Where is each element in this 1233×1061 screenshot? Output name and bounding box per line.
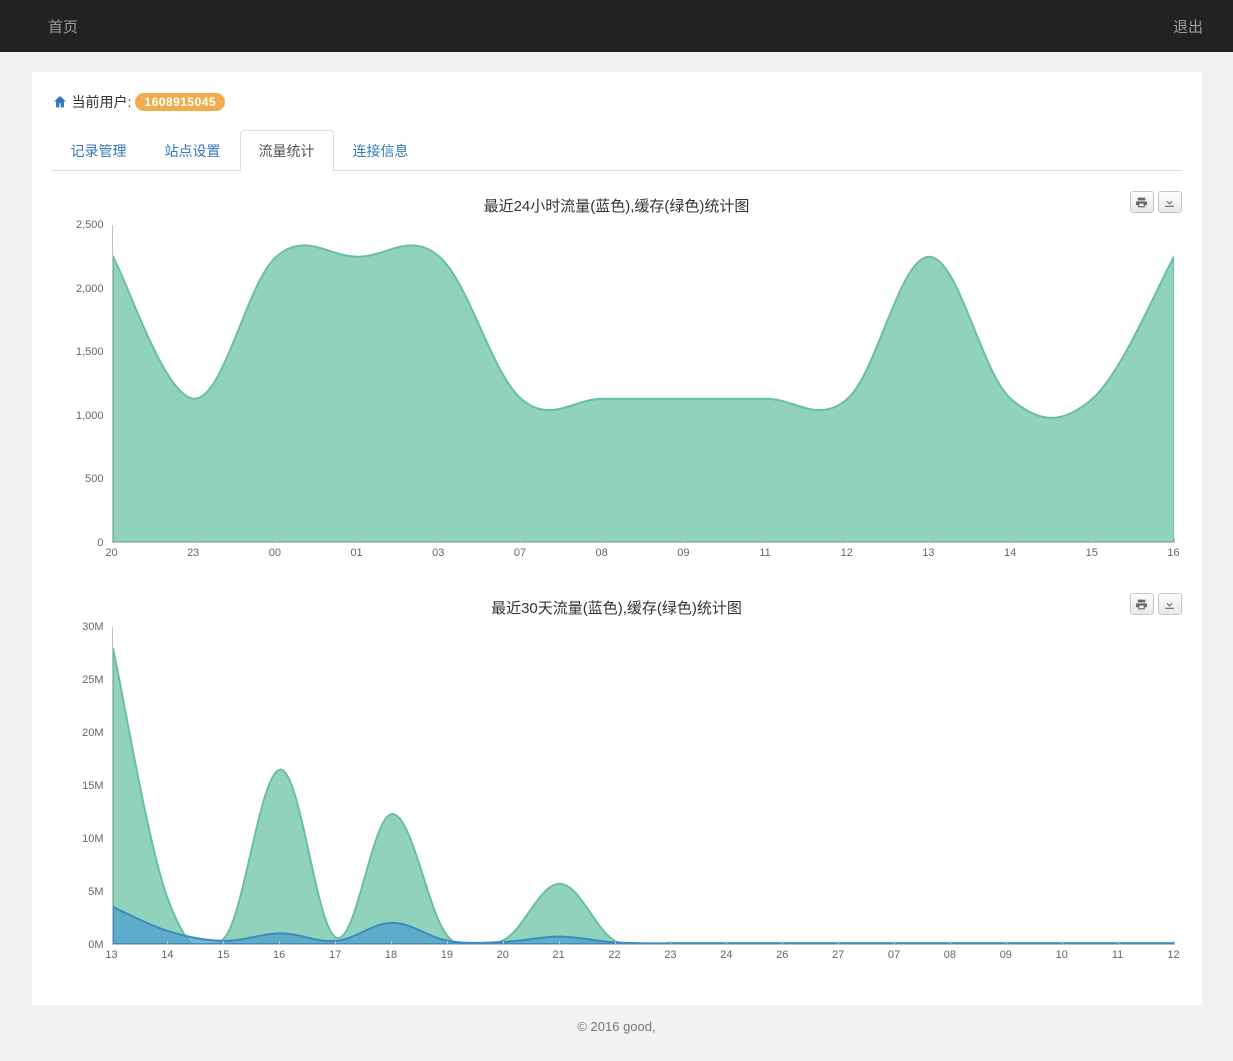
topbar: 首页 退出 <box>0 0 1233 52</box>
x-tick: 27 <box>832 949 844 961</box>
x-tick: 00 <box>269 547 281 559</box>
download-button[interactable] <box>1158 593 1182 615</box>
chart-30d: 最近30天流量(蓝色),缓存(绿色)统计图 0M 5M 10M 15M 20M 25M 30… <box>52 593 1182 967</box>
print-button[interactable] <box>1130 191 1154 213</box>
tab-conn[interactable]: 连接信息 <box>334 130 428 171</box>
tab-site[interactable]: 站点设置 <box>146 130 240 171</box>
download-button[interactable] <box>1158 191 1182 213</box>
x-tick: 20 <box>497 949 509 961</box>
tab-records[interactable]: 记录管理 <box>52 130 146 171</box>
x-tick: 08 <box>596 547 608 559</box>
x-tick: 16 <box>273 949 285 961</box>
x-tick: 07 <box>514 547 526 559</box>
x-tick: 07 <box>888 949 900 961</box>
x-tick: 03 <box>432 547 444 559</box>
y-tick: 2,500 <box>76 219 104 231</box>
x-tick: 12 <box>841 547 853 559</box>
x-tick: 19 <box>441 949 453 961</box>
current-user-label: 当前用户: <box>72 92 132 112</box>
x-tick: 14 <box>161 949 173 961</box>
home-icon <box>52 94 68 110</box>
x-tick: 17 <box>329 949 341 961</box>
x-tick: 10 <box>1056 949 1068 961</box>
tab-traffic[interactable]: 流量统计 <box>240 130 334 171</box>
nav-logout[interactable]: 退出 <box>1173 16 1203 37</box>
y-tick: 5M <box>88 886 103 898</box>
x-tick: 20 <box>105 547 117 559</box>
x-tick: 09 <box>1000 949 1012 961</box>
y-tick: 1,000 <box>76 410 104 422</box>
chart-30d-area: 0M5M10M15M20M25M30M131415161718192021222… <box>52 627 1182 967</box>
x-tick: 12 <box>1167 949 1179 961</box>
x-tick: 15 <box>1086 547 1098 559</box>
x-tick: 11 <box>759 547 770 559</box>
y-tick: 1,500 <box>76 346 104 358</box>
x-tick: 09 <box>677 547 689 559</box>
x-tick: 01 <box>350 547 362 559</box>
y-tick: 25M <box>82 674 103 686</box>
y-tick: 10M <box>82 833 103 845</box>
nav-home[interactable]: 首页 <box>48 16 78 37</box>
x-tick: 23 <box>187 547 199 559</box>
x-tick: 23 <box>664 949 676 961</box>
tabs: 记录管理站点设置流量统计连接信息 <box>52 130 1182 171</box>
chart-30d-title: 最近30天流量(蓝色),缓存(绿色)统计图 <box>491 597 742 618</box>
chart-24h-area: 05001,0001,5002,0002,5002023000103070809… <box>52 225 1182 565</box>
y-tick: 15M <box>82 780 103 792</box>
y-tick: 30M <box>82 621 103 633</box>
y-tick: 500 <box>85 473 103 485</box>
chart-24h-tools <box>1130 191 1182 213</box>
y-tick: 0 <box>97 537 103 549</box>
x-tick: 15 <box>217 949 229 961</box>
x-tick: 13 <box>105 949 117 961</box>
current-user-row: 当前用户: 1608915045 <box>52 92 1182 112</box>
print-button[interactable] <box>1130 593 1154 615</box>
x-tick: 14 <box>1004 547 1016 559</box>
current-user-badge: 1608915045 <box>135 93 225 111</box>
footer: © 2016 good, <box>0 1005 1233 1052</box>
x-tick: 24 <box>720 949 732 961</box>
x-tick: 26 <box>776 949 788 961</box>
x-tick: 16 <box>1167 547 1179 559</box>
chart-24h: 最近24小时流量(蓝色),缓存(绿色)统计图 0 500 1,000 1,500 2,0… <box>52 191 1182 565</box>
x-tick: 13 <box>922 547 934 559</box>
y-tick: 0M <box>88 939 103 951</box>
y-tick: 2,000 <box>76 283 104 295</box>
x-tick: 18 <box>385 949 397 961</box>
x-tick: 08 <box>944 949 956 961</box>
chart-24h-title: 最近24小时流量(蓝色),缓存(绿色)统计图 <box>484 195 750 216</box>
y-tick: 20M <box>82 727 103 739</box>
x-tick: 22 <box>608 949 620 961</box>
x-tick: 11 <box>1112 949 1123 961</box>
main-panel: 当前用户: 1608915045 记录管理站点设置流量统计连接信息 最近24小时… <box>32 72 1202 1005</box>
chart-30d-tools <box>1130 593 1182 615</box>
x-tick: 21 <box>553 949 565 961</box>
